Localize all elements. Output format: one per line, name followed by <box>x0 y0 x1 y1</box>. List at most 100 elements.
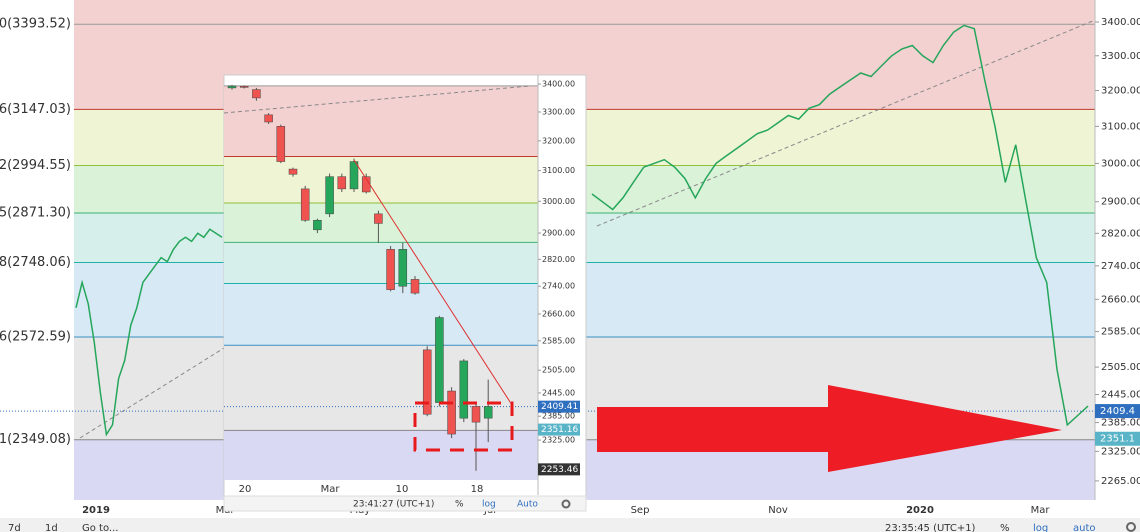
inset-y-tick-label: 3100.00 <box>542 166 575 175</box>
settings-icon[interactable] <box>1126 522 1136 532</box>
inset-toolbar <box>223 495 587 512</box>
candle-body <box>483 406 493 419</box>
inset-y-tick-label: 2900.00 <box>542 229 575 238</box>
inset-toolbar-time: 23:41:27 (UTC+1) <box>353 500 434 510</box>
candle-body <box>447 390 456 435</box>
candle-body <box>471 406 481 423</box>
y-tick-label: 2445.00 <box>1101 390 1140 401</box>
candle-body <box>386 249 395 290</box>
toolbar-auto[interactable]: auto <box>1073 523 1096 532</box>
trend-line <box>596 19 1096 227</box>
inset-y-tick-label: 3200.00 <box>542 136 575 145</box>
price-tag-label: 2409.4 <box>1100 406 1135 417</box>
toolbar-button[interactable]: Go to... <box>82 523 118 532</box>
inset-y-tick-label: 2660.00 <box>542 309 575 318</box>
y-tick-label: 2325.00 <box>1101 446 1140 457</box>
candle-body <box>410 279 420 294</box>
toolbar-button[interactable]: 1d <box>45 523 58 532</box>
inset-toolbar-log[interactable]: log <box>482 500 496 510</box>
candle-body <box>288 168 298 175</box>
price-tag <box>1095 404 1140 419</box>
inset-fib-band <box>224 85 538 157</box>
inset-price-tag-label: 2253.46 <box>541 465 578 475</box>
x-tick-label: 2019 <box>82 505 110 516</box>
fib-label: 2(2994.55) <box>0 158 71 173</box>
fib-label: 8(2748.06) <box>0 255 71 270</box>
inset-price-tag-label: 2351.16 <box>541 425 578 435</box>
inset-y-tick-label: 2385.00 <box>542 412 575 421</box>
inset-x-tick-label: 20 <box>239 484 252 495</box>
candle-body <box>252 89 261 99</box>
toolbar-log[interactable]: log <box>1033 523 1048 532</box>
x-tick-label: 2020 <box>906 505 934 516</box>
red-arrow <box>597 385 1062 472</box>
inset-trend-line <box>223 85 531 114</box>
candle-body <box>374 213 383 224</box>
candle-body <box>459 360 469 419</box>
inset-x-tick-label: Mar <box>321 484 341 495</box>
inset-price-tag <box>538 423 580 436</box>
inset-y-tick-label: 2445.00 <box>542 388 575 397</box>
y-tick-label: 2740.00 <box>1101 261 1140 272</box>
y-tick-label: 3400.00 <box>1101 17 1140 28</box>
candle-body <box>349 161 359 190</box>
inset-y-tick-label: 2820.00 <box>542 255 575 264</box>
inset-price-tag <box>538 400 580 413</box>
inset-toolbar-percent[interactable]: % <box>455 500 464 510</box>
y-tick-label: 2385.00 <box>1101 418 1140 429</box>
y-tick-label: 3200.00 <box>1101 86 1140 97</box>
y-tick-label: 2505.00 <box>1101 362 1140 373</box>
inset-fib-band <box>224 242 538 284</box>
inset-fib-band <box>224 430 538 480</box>
highlight-box <box>413 401 514 452</box>
price-tag-label: 2351.1 <box>1100 434 1135 445</box>
inset-settings-icon[interactable] <box>561 499 571 509</box>
y-tick-label: 3000.00 <box>1101 158 1140 169</box>
fib-label: 6(3147.03) <box>0 102 71 117</box>
inset-x-tick-label: 18 <box>471 484 484 495</box>
y-tick-label: 2660.00 <box>1101 294 1140 305</box>
inset-y-tick-label: 2740.00 <box>542 282 575 291</box>
inset-price-tag-label: 2409.41 <box>541 402 578 412</box>
axis-bg <box>1095 0 1140 516</box>
toolbar-button[interactable]: 7d <box>8 523 21 532</box>
price-line <box>591 24 1089 427</box>
fib-label: 5(2871.30) <box>0 205 71 220</box>
price-tag <box>1095 431 1140 446</box>
inset-toolbar-auto[interactable]: Auto <box>517 500 538 510</box>
fib-label: 0(3393.52) <box>0 17 71 32</box>
candle-body <box>422 349 432 415</box>
candle-body <box>264 114 273 123</box>
inset-price-tag <box>538 463 580 476</box>
y-tick-label: 3300.00 <box>1101 51 1140 62</box>
toolbar-percent[interactable]: % <box>1000 523 1010 532</box>
inset-y-tick-label: 2325.00 <box>542 436 575 445</box>
fib-label: 6(2572.59) <box>0 330 71 345</box>
toolbar-time: 23:35:45 (UTC+1) <box>885 523 976 532</box>
candle-body <box>398 249 408 287</box>
y-tick-label: 2585.00 <box>1101 327 1140 338</box>
x-tick-label: Nov <box>768 505 788 516</box>
y-tick-label: 2900.00 <box>1101 197 1140 208</box>
inset-y-tick-label: 2585.00 <box>542 336 575 345</box>
candle-body <box>300 188 310 221</box>
candle-body <box>313 219 322 231</box>
inset-y-tick-label: 3400.00 <box>542 80 575 89</box>
y-tick-label: 2265.00 <box>1101 476 1140 487</box>
inset-y-tick-label: 3000.00 <box>542 197 575 206</box>
inset-fib-band <box>224 283 538 346</box>
inset-red-trend <box>353 159 513 406</box>
x-tick-label: Mar <box>1031 505 1051 516</box>
inset-fib-band <box>224 156 538 204</box>
price-line <box>75 228 223 437</box>
inset-x-tick-label: 10 <box>396 484 409 495</box>
plot-top-band <box>74 0 1095 25</box>
inset-y-tick-label: 2505.00 <box>542 366 575 375</box>
candle-body <box>227 85 237 89</box>
x-tick-label: Sep <box>631 505 650 516</box>
y-tick-label: 2820.00 <box>1101 228 1140 239</box>
candle-body <box>435 317 444 403</box>
candle-body <box>337 176 347 190</box>
toolbar <box>0 518 1140 532</box>
